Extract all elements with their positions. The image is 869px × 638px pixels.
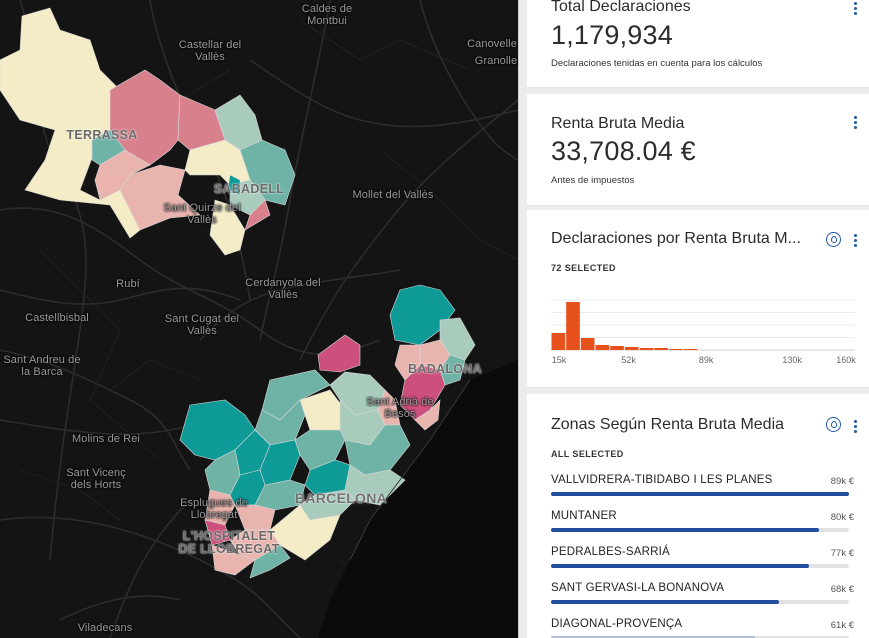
zone-bar-fill bbox=[551, 600, 779, 604]
widgets-sidebar[interactable]: Total Declaraciones 1,179,934 Declaracio… bbox=[518, 0, 869, 638]
histogram-tick-label: 52k bbox=[621, 355, 636, 365]
total-value: 1,179,934 bbox=[551, 20, 673, 50]
place-label-castellar: Castellar del Vallès bbox=[178, 39, 242, 63]
zone-name[interactable]: PEDRALBES-SARRIÁ bbox=[551, 546, 670, 558]
zone-name[interactable]: SANT GERVASI-LA BONANOVA bbox=[551, 582, 725, 594]
widget-title: Renta Bruta Media bbox=[551, 115, 685, 132]
place-label-caldes: Caldes de Montbui bbox=[301, 3, 353, 27]
city-label-hospitalet: L'HOSPITALET DE LLOBREGAT bbox=[178, 529, 280, 556]
more-options-icon[interactable] bbox=[852, 116, 858, 131]
widget-note: Antes de impuestos bbox=[551, 175, 635, 186]
color-drop-icon[interactable] bbox=[826, 417, 841, 432]
city-label-terrassa: TERRASSA bbox=[66, 128, 138, 142]
more-options-icon[interactable] bbox=[852, 2, 858, 17]
city-label-barcelona: BARCELONA bbox=[294, 490, 388, 506]
histogram-bar[interactable] bbox=[624, 347, 639, 350]
widget-note: Declaraciones tenidas en cuenta para los… bbox=[551, 58, 763, 69]
zone-bar-track[interactable] bbox=[551, 528, 849, 532]
zone-bar-track[interactable] bbox=[551, 492, 849, 496]
city-label-badalona: BADALONA bbox=[408, 362, 482, 376]
histogram-tick-label: 160k bbox=[836, 355, 856, 365]
region-terrassa[interactable] bbox=[0, 7, 226, 239]
histogram-bar[interactable] bbox=[595, 345, 610, 350]
place-label-canovelles: Canovelle bbox=[467, 38, 517, 50]
histogram-bar[interactable] bbox=[580, 338, 595, 350]
place-label-santquirze: Sant Quirze del Vallès bbox=[163, 202, 241, 226]
zone-value: 77k € bbox=[830, 548, 854, 559]
more-options-icon[interactable] bbox=[852, 420, 858, 435]
selection-count: 72 SELECTED bbox=[551, 263, 616, 273]
zone-name[interactable]: MUNTANER bbox=[551, 510, 617, 522]
zone-value: 61k € bbox=[830, 620, 854, 631]
zone-value: 89k € bbox=[830, 476, 854, 487]
histogram-bar[interactable] bbox=[683, 349, 698, 350]
widget-title: Declaraciones por Renta Bruta M... bbox=[551, 230, 801, 247]
place-label-esplugues: Esplugues de Llobregat bbox=[180, 497, 248, 521]
place-label-santcugat: Sant Cugat del Vallès bbox=[164, 313, 240, 337]
place-label-santvicenc: Sant Vicenç dels Horts bbox=[66, 467, 126, 491]
sea bbox=[318, 360, 518, 638]
place-label-santandreu: Sant Andreu de la Barca bbox=[3, 354, 81, 378]
histogram-chart[interactable] bbox=[527, 292, 869, 382]
place-label-cerdanyola: Cerdanyola del Vallès bbox=[245, 277, 321, 301]
city-label-sabadell: SABADELL bbox=[213, 182, 285, 196]
renta-value: 33,708.04 € bbox=[551, 136, 696, 166]
place-label-viladecans: Viladecans bbox=[77, 622, 133, 634]
widget-histogram: Declaraciones por Renta Bruta M... 72 SE… bbox=[527, 210, 869, 388]
zone-bar-track[interactable] bbox=[551, 564, 849, 568]
region-sabadell[interactable] bbox=[184, 94, 296, 256]
map-canvas[interactable] bbox=[0, 0, 518, 638]
histogram-bar[interactable] bbox=[566, 302, 580, 350]
zone-bar-fill bbox=[551, 492, 849, 496]
zone-bar-fill bbox=[551, 528, 820, 532]
zone-name[interactable]: VALLVIDRERA-TIBIDABO I LES PLANES bbox=[551, 474, 773, 486]
histogram-tick-label: 15k bbox=[551, 355, 567, 365]
histogram-bar[interactable] bbox=[610, 346, 624, 350]
selection-status: ALL SELECTED bbox=[551, 449, 624, 459]
zone-name[interactable]: DIAGONAL-PROVENÇA bbox=[551, 618, 683, 630]
histogram-tick-label: 89k bbox=[698, 355, 714, 365]
place-label-mollet: Mollet del Vallès bbox=[352, 189, 434, 201]
widget-title: Total Declaraciones bbox=[551, 0, 691, 15]
widget-zonas: Zonas Según Renta Bruta Media ALL SELECT… bbox=[527, 394, 869, 638]
histogram-bar[interactable] bbox=[551, 333, 566, 350]
color-drop-icon[interactable] bbox=[826, 232, 841, 247]
widget-total-declaraciones: Total Declaraciones 1,179,934 Declaracio… bbox=[527, 0, 869, 88]
map-view[interactable]: Caldes de Montbui Castellar del Vallès Can… bbox=[0, 0, 518, 638]
histogram-bar[interactable] bbox=[639, 348, 654, 350]
zone-bar-track[interactable] bbox=[551, 636, 849, 638]
place-label-santadria: Sant Adrià de Besòs bbox=[366, 396, 434, 420]
zone-bar-fill bbox=[551, 636, 756, 638]
place-label-castellbisbal: Castellbisbal bbox=[25, 312, 89, 324]
more-options-icon[interactable] bbox=[852, 234, 858, 249]
region-barcelona[interactable] bbox=[179, 334, 411, 579]
widget-title: Zonas Según Renta Bruta Media bbox=[551, 416, 785, 433]
zone-value: 68k € bbox=[830, 584, 854, 595]
place-label-rubi: Rubí bbox=[116, 278, 140, 290]
place-label-granollers: Granolle bbox=[474, 55, 518, 67]
widget-renta-bruta-media: Renta Bruta Media 33,708.04 € Antes de i… bbox=[527, 94, 869, 206]
region-badalona[interactable] bbox=[389, 284, 476, 431]
coastline bbox=[349, 379, 471, 561]
zone-bar-fill bbox=[551, 564, 809, 568]
zone-value: 80k € bbox=[830, 512, 854, 523]
histogram-tick-label: 130k bbox=[782, 355, 802, 365]
histogram-bar[interactable] bbox=[654, 348, 668, 350]
place-label-molins: Molins de Rei bbox=[72, 433, 140, 445]
histogram-bar[interactable] bbox=[668, 349, 683, 350]
zone-bar-track[interactable] bbox=[551, 600, 849, 604]
